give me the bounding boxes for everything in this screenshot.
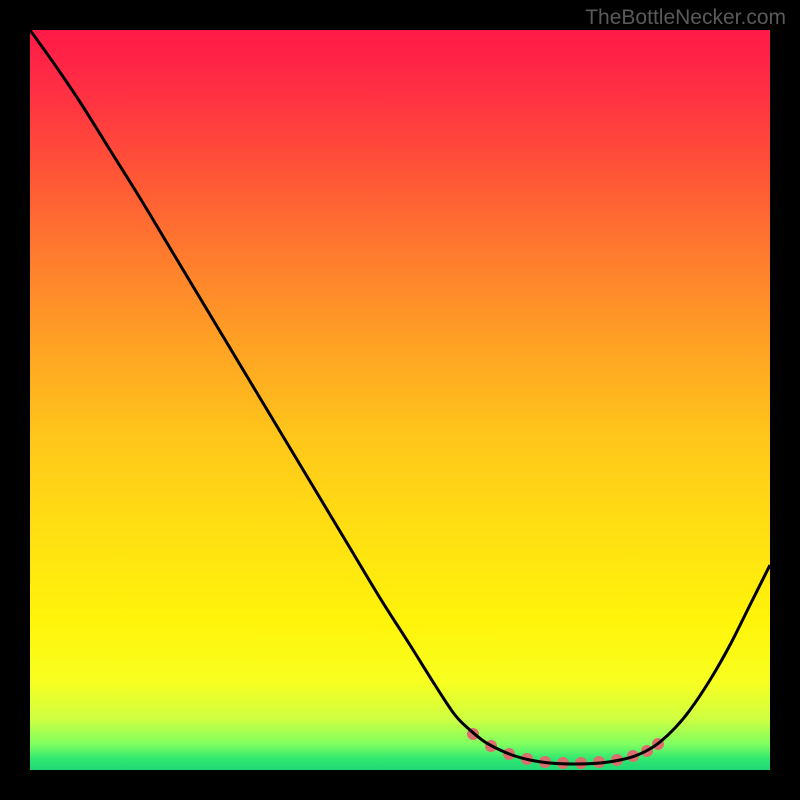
chart-curve: [30, 30, 770, 770]
chart-plot-area: [30, 30, 770, 770]
watermark-text: TheBottleNecker.com: [585, 6, 786, 30]
